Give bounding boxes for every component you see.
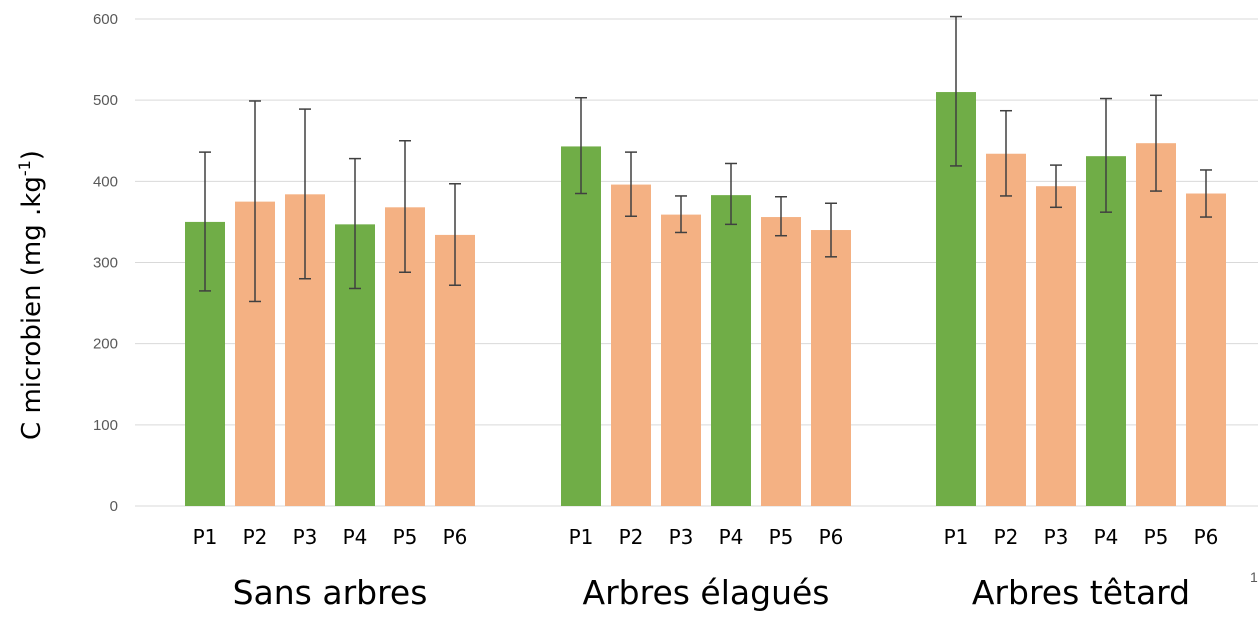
y-axis-label: C microbien (mg .kg-1) <box>15 150 47 440</box>
y-tick-label-100: 100 <box>93 417 118 434</box>
category-label-2-p6: P6 <box>819 525 844 549</box>
bar-2-p2 <box>611 184 651 506</box>
category-label-1-p1: P1 <box>193 525 218 549</box>
y-axis-label-superscript: -1 <box>15 160 34 176</box>
bar-3-p3 <box>1036 186 1076 506</box>
y-tick-label-200: 200 <box>93 336 118 353</box>
group-label-2: Arbres élagués <box>583 573 830 612</box>
category-label-3-p3: P3 <box>1044 525 1069 549</box>
category-label-3-p6: P6 <box>1194 525 1219 549</box>
y-tick-label-0: 0 <box>110 498 118 515</box>
bar-3-p2 <box>986 153 1026 506</box>
category-label-3-p2: P2 <box>994 525 1019 549</box>
category-label-1-p2: P2 <box>243 525 268 549</box>
category-label-3-p1: P1 <box>944 525 969 549</box>
bar-2-p4 <box>711 195 751 507</box>
category-label-3-p4: P4 <box>1094 525 1119 549</box>
error-bars <box>199 15 1212 303</box>
y-tick-label-600: 600 <box>93 11 118 28</box>
bar-2-p5 <box>761 217 801 506</box>
category-label-2-p4: P4 <box>719 525 744 549</box>
category-label-1-p4: P4 <box>343 525 368 549</box>
category-label-2-p5: P5 <box>769 525 794 549</box>
bar-2-p3 <box>661 214 701 506</box>
category-label-2-p2: P2 <box>619 525 644 549</box>
bar-2-p1 <box>561 146 601 506</box>
y-axis-ticks: 0 100 200 300 400 500 600 <box>93 11 118 515</box>
category-label-1-p5: P5 <box>393 525 418 549</box>
group-label-3: Arbres têtard <box>972 573 1190 612</box>
category-label-1-p3: P3 <box>293 525 318 549</box>
y-tick-label-400: 400 <box>93 173 118 190</box>
bars <box>185 92 1226 507</box>
group-label-1: Sans arbres <box>233 573 428 612</box>
y-axis-label-end: ) <box>17 150 47 160</box>
category-label-2-p1: P1 <box>569 525 594 549</box>
y-tick-label-300: 300 <box>93 255 118 272</box>
bar-3-p4 <box>1086 156 1126 506</box>
y-axis-label-main: C microbien (mg .kg <box>17 176 47 440</box>
category-label-2-p3: P3 <box>669 525 694 549</box>
group-labels: Sans arbres Arbres élagués Arbres têtard <box>233 573 1191 612</box>
page-number: 1 <box>1250 569 1258 585</box>
bar-3-p6 <box>1186 193 1226 506</box>
category-label-1-p6: P6 <box>443 525 468 549</box>
bar-3-p5 <box>1136 143 1176 506</box>
bar-2-p6 <box>811 230 851 507</box>
category-labels: P1 P2 P3 P4 P5 P6 P1 P2 P3 P4 P5 P6 P1 P2 P3 P4 P5 P6 <box>193 525 1219 549</box>
category-label-3-p5: P5 <box>1144 525 1169 549</box>
y-tick-label-500: 500 <box>93 92 118 109</box>
